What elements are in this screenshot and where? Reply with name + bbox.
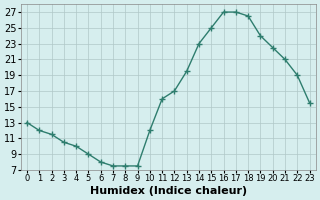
X-axis label: Humidex (Indice chaleur): Humidex (Indice chaleur) [90,186,247,196]
